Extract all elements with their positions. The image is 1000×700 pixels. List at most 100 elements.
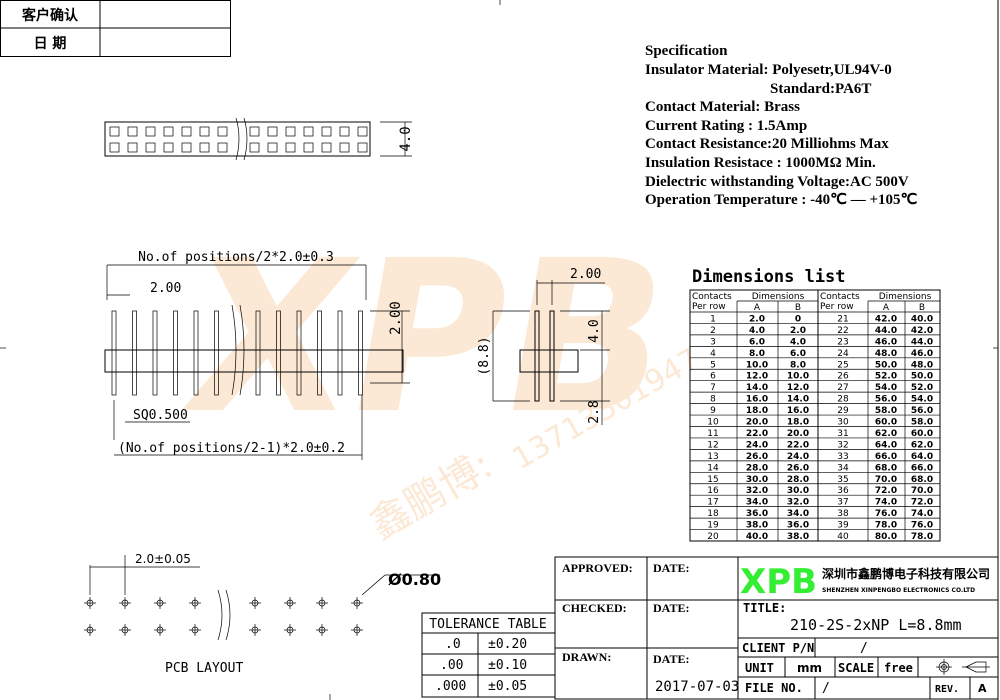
table-row: 5 10.0 8.0: [710, 360, 806, 370]
pin: [255, 310, 261, 396]
table-row: 30 60.0 58.0: [837, 418, 933, 428]
pin-square: [109, 126, 120, 137]
dimension-cell: 38.0: [787, 532, 809, 542]
dimension-cell: 62.0: [911, 440, 933, 450]
table-row: 24 48.0 46.0: [837, 349, 933, 359]
side-view: 2.00 (8.8) 4.0 2.8: [477, 267, 610, 425]
pcb-layout: 2.0±0.05 Ø0.80 PCB LAYOUT: [84, 552, 441, 676]
contacts-cell: 3: [710, 337, 716, 347]
pin: [111, 310, 117, 396]
table-row: 10 20.0 18.0: [707, 418, 809, 428]
dimension-cell: 26.0: [787, 463, 809, 473]
pin: [337, 310, 343, 396]
contacts-cell: 1: [710, 314, 716, 324]
contacts-cell: 17: [707, 498, 718, 508]
pin-square: [285, 126, 296, 137]
break-mark: [235, 117, 248, 161]
dimension-cell: 52.0: [875, 372, 897, 382]
dimension-cell: 76.0: [875, 509, 897, 519]
drawn-date: 2017-07-03: [655, 679, 739, 695]
contacts-cell: 31: [837, 429, 848, 439]
dimension-cell: 36.0: [787, 521, 809, 531]
dimensions-list-title: Dimensions list: [692, 267, 846, 287]
table-row: 36 72.0 70.0: [837, 486, 933, 496]
pin-square: [145, 142, 156, 153]
table-row: 37 74.0 72.0: [837, 498, 933, 508]
contacts-cell: 20: [707, 532, 719, 542]
svg-text:TITLE:: TITLE:: [743, 601, 786, 615]
tolerance-table: TOLERANCE TABLE .0 ±0.20 .00 ±0.10 .000 ±0.…: [421, 612, 556, 698]
pcb-hole: [316, 597, 328, 609]
drawing-title: 210-2S-2xNP L=8.8mm: [790, 616, 962, 634]
dimension-cell: 24.0: [746, 440, 768, 450]
dimension-cell: 18.0: [746, 406, 768, 416]
contacts-cell: 21: [837, 314, 848, 324]
pcb-hole: [154, 597, 166, 609]
side-upper-dim: 4.0: [587, 319, 602, 342]
svg-text:Current Rating : 1.5Amp: Current Rating : 1.5Amp: [645, 118, 807, 134]
svg-text:Standard:PA6T: Standard:PA6T: [770, 81, 871, 97]
dimension-cell: 6.0: [749, 337, 765, 347]
contacts-cell: 13: [707, 452, 718, 462]
company-name-en: SHENZHEN XINPENGBO ELECTRONICS CO.LTD: [822, 587, 975, 594]
dimension-cell: 30.0: [746, 475, 768, 485]
contacts-cell: 10: [707, 418, 719, 428]
pin: [276, 310, 281, 396]
dimension-cell: 16.0: [787, 406, 809, 416]
svg-text:A: A: [754, 303, 761, 313]
table-row: 25 50.0 48.0: [837, 360, 933, 370]
dimension-cell: 14.0: [746, 383, 768, 393]
contacts-cell: 36: [837, 486, 849, 496]
top-view: 4.0: [104, 117, 414, 161]
pcb-hole: [154, 624, 166, 636]
dimension-cell: 10.0: [746, 360, 768, 370]
dimension-cell: 24.0: [787, 452, 809, 462]
pin-square: [339, 126, 350, 137]
table-row: 20 40.0 38.0: [707, 532, 809, 542]
dimension-cell: 42.0: [911, 326, 933, 336]
dimension-cell: 56.0: [911, 406, 933, 416]
pin-square: [303, 126, 314, 137]
dimension-cell: 64.0: [911, 452, 933, 462]
front-view: No.of positions/2*2.0±0.3 2.00 2.00 SQ0.…: [104, 250, 410, 460]
pin: [214, 310, 219, 396]
pin-square-dim: SQ0.500: [133, 408, 188, 423]
revision: A: [978, 682, 987, 695]
dimensions-table: Contacts Per row Dimensions A B Contacts…: [689, 289, 941, 542]
contacts-cell: 23: [837, 337, 848, 347]
contacts-cell: 35: [837, 475, 848, 485]
contacts-cell: 19: [707, 521, 719, 531]
svg-text:Dielectric withstanding Volta: Dielectric withstanding Voltage:AC 500V: [645, 174, 909, 190]
svg-text:Per row: Per row: [820, 302, 854, 312]
contacts-cell: 34: [837, 463, 849, 473]
dimension-cell: 36.0: [746, 509, 768, 519]
side-lower-dim: 2.8: [587, 400, 602, 423]
dimension-cell: 48.0: [911, 360, 933, 370]
contacts-cell: 11: [707, 429, 718, 439]
pin-square: [109, 142, 120, 153]
dimension-cell: 28.0: [746, 463, 768, 473]
dimension-cell: 58.0: [875, 406, 897, 416]
table-row: 12 24.0 22.0: [707, 440, 809, 450]
dimension-cell: 34.0: [787, 509, 809, 519]
pin-square: [163, 142, 174, 153]
table-row: 3 6.0 4.0: [710, 337, 806, 347]
contacts-cell: 14: [707, 463, 719, 473]
dimension-cell: 10.0: [787, 372, 809, 382]
svg-text:.0: .0: [445, 637, 461, 652]
table-row: 6 12.0 10.0: [710, 372, 809, 382]
dimension-cell: 34.0: [746, 498, 768, 508]
pcb-hole: [351, 597, 363, 609]
dimension-cell: 52.0: [911, 383, 933, 393]
pin-square: [163, 126, 174, 137]
table-row: 29 58.0 56.0: [837, 406, 933, 416]
dimension-cell: 40.0: [911, 314, 933, 324]
pcb-hole: [189, 597, 201, 609]
svg-text:DATE:: DATE:: [653, 561, 689, 575]
dimension-cell: 8.0: [790, 360, 806, 370]
approved-label: APPROVED:: [562, 561, 633, 575]
file-no: /: [822, 681, 830, 696]
contacts-cell: 32: [837, 440, 848, 450]
contacts-cell: 5: [710, 360, 716, 370]
contacts-cell: 18: [707, 509, 719, 519]
